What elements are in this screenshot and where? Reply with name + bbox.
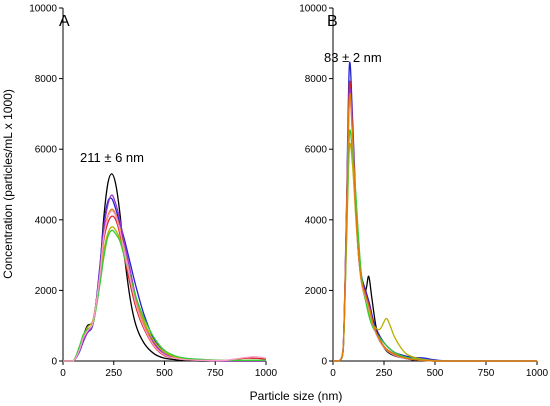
panel-b-x-tick-label: 0 (330, 368, 336, 379)
panel-b-y-tick-label: 10000 (299, 4, 327, 15)
panel-a-y-tick-label: 8000 (35, 74, 58, 85)
panel-b-series-line-1 (333, 90, 537, 362)
y-axis-label: Concentration (particles/mL x 1000) (1, 89, 15, 279)
panel-a-label: A (59, 13, 70, 30)
panel-a-series-line-6 (63, 226, 267, 362)
panel-a-x-tick-label: 250 (105, 368, 122, 379)
panel-b-y-tick-label: 2000 (305, 286, 328, 297)
panel-a: 0 2000 4000 6000 8000 10000 0 250 500 750 1000 A 2… (29, 4, 277, 380)
panel-b-series-line-2 (333, 61, 537, 362)
panel-a-y-tick-label: 6000 (35, 145, 58, 156)
panel-a-series-line-7 (63, 229, 267, 362)
panel-b-annotation: 83 ± 2 nm (324, 50, 382, 65)
panel-b-ticks: 0 2000 4000 6000 8000 10000 0 250 500 750 1000 (299, 4, 548, 380)
panel-a-y-tick-label: 10000 (29, 4, 57, 15)
panel-b-series-line-7 (333, 98, 537, 362)
panel-a-series (63, 173, 267, 362)
x-axis-label: Particle size (nm) (250, 389, 343, 403)
panel-a-series-line-8 (63, 210, 267, 362)
panel-a-x-tick-label: 750 (207, 368, 224, 379)
panel-b-x-tick-label: 750 (478, 368, 495, 379)
panel-b-x-tick-label: 250 (376, 368, 393, 379)
panel-b-y-tick-label: 0 (321, 357, 327, 368)
panel-b-series-line-3 (333, 80, 537, 362)
panel-a-ticks: 0 2000 4000 6000 8000 10000 0 250 500 750 1000 (29, 4, 277, 380)
panel-b-series-line-4 (333, 87, 537, 362)
panel-a-x-tick-label: 500 (156, 368, 173, 379)
panel-b-x-tick-label: 1000 (526, 368, 549, 379)
panel-a-series-line-2 (63, 215, 267, 362)
panel-b-series-line-6 (333, 129, 537, 362)
panel-b-series (333, 61, 537, 362)
panel-b-y-tick-label: 4000 (305, 215, 328, 226)
panel-a-y-tick-label: 4000 (35, 215, 58, 226)
panel-a-series-line-4 (63, 208, 266, 362)
panel-b-y-tick-label: 6000 (305, 145, 328, 156)
panel-b-label: B (327, 13, 338, 30)
panel-a-annotation: 211 ± 6 nm (80, 150, 144, 165)
panel-b-y-tick-label: 8000 (305, 74, 328, 85)
panel-a-y-tick-label: 0 (51, 357, 57, 368)
panel-b-series-line-8 (333, 92, 537, 362)
panel-b: 0 2000 4000 6000 8000 10000 0 250 500 750 1000 B 8… (299, 4, 548, 380)
panel-a-x-tick-label: 1000 (255, 368, 278, 379)
panel-a-y-tick-label: 2000 (35, 286, 58, 297)
panel-a-series-line-5 (63, 194, 266, 362)
panel-a-series-line-1 (63, 173, 266, 362)
panel-b-x-tick-label: 500 (427, 368, 444, 379)
panel-a-x-tick-label: 0 (60, 368, 66, 379)
panel-b-series-line-5 (333, 142, 537, 362)
panel-a-series-line-3 (63, 197, 266, 362)
